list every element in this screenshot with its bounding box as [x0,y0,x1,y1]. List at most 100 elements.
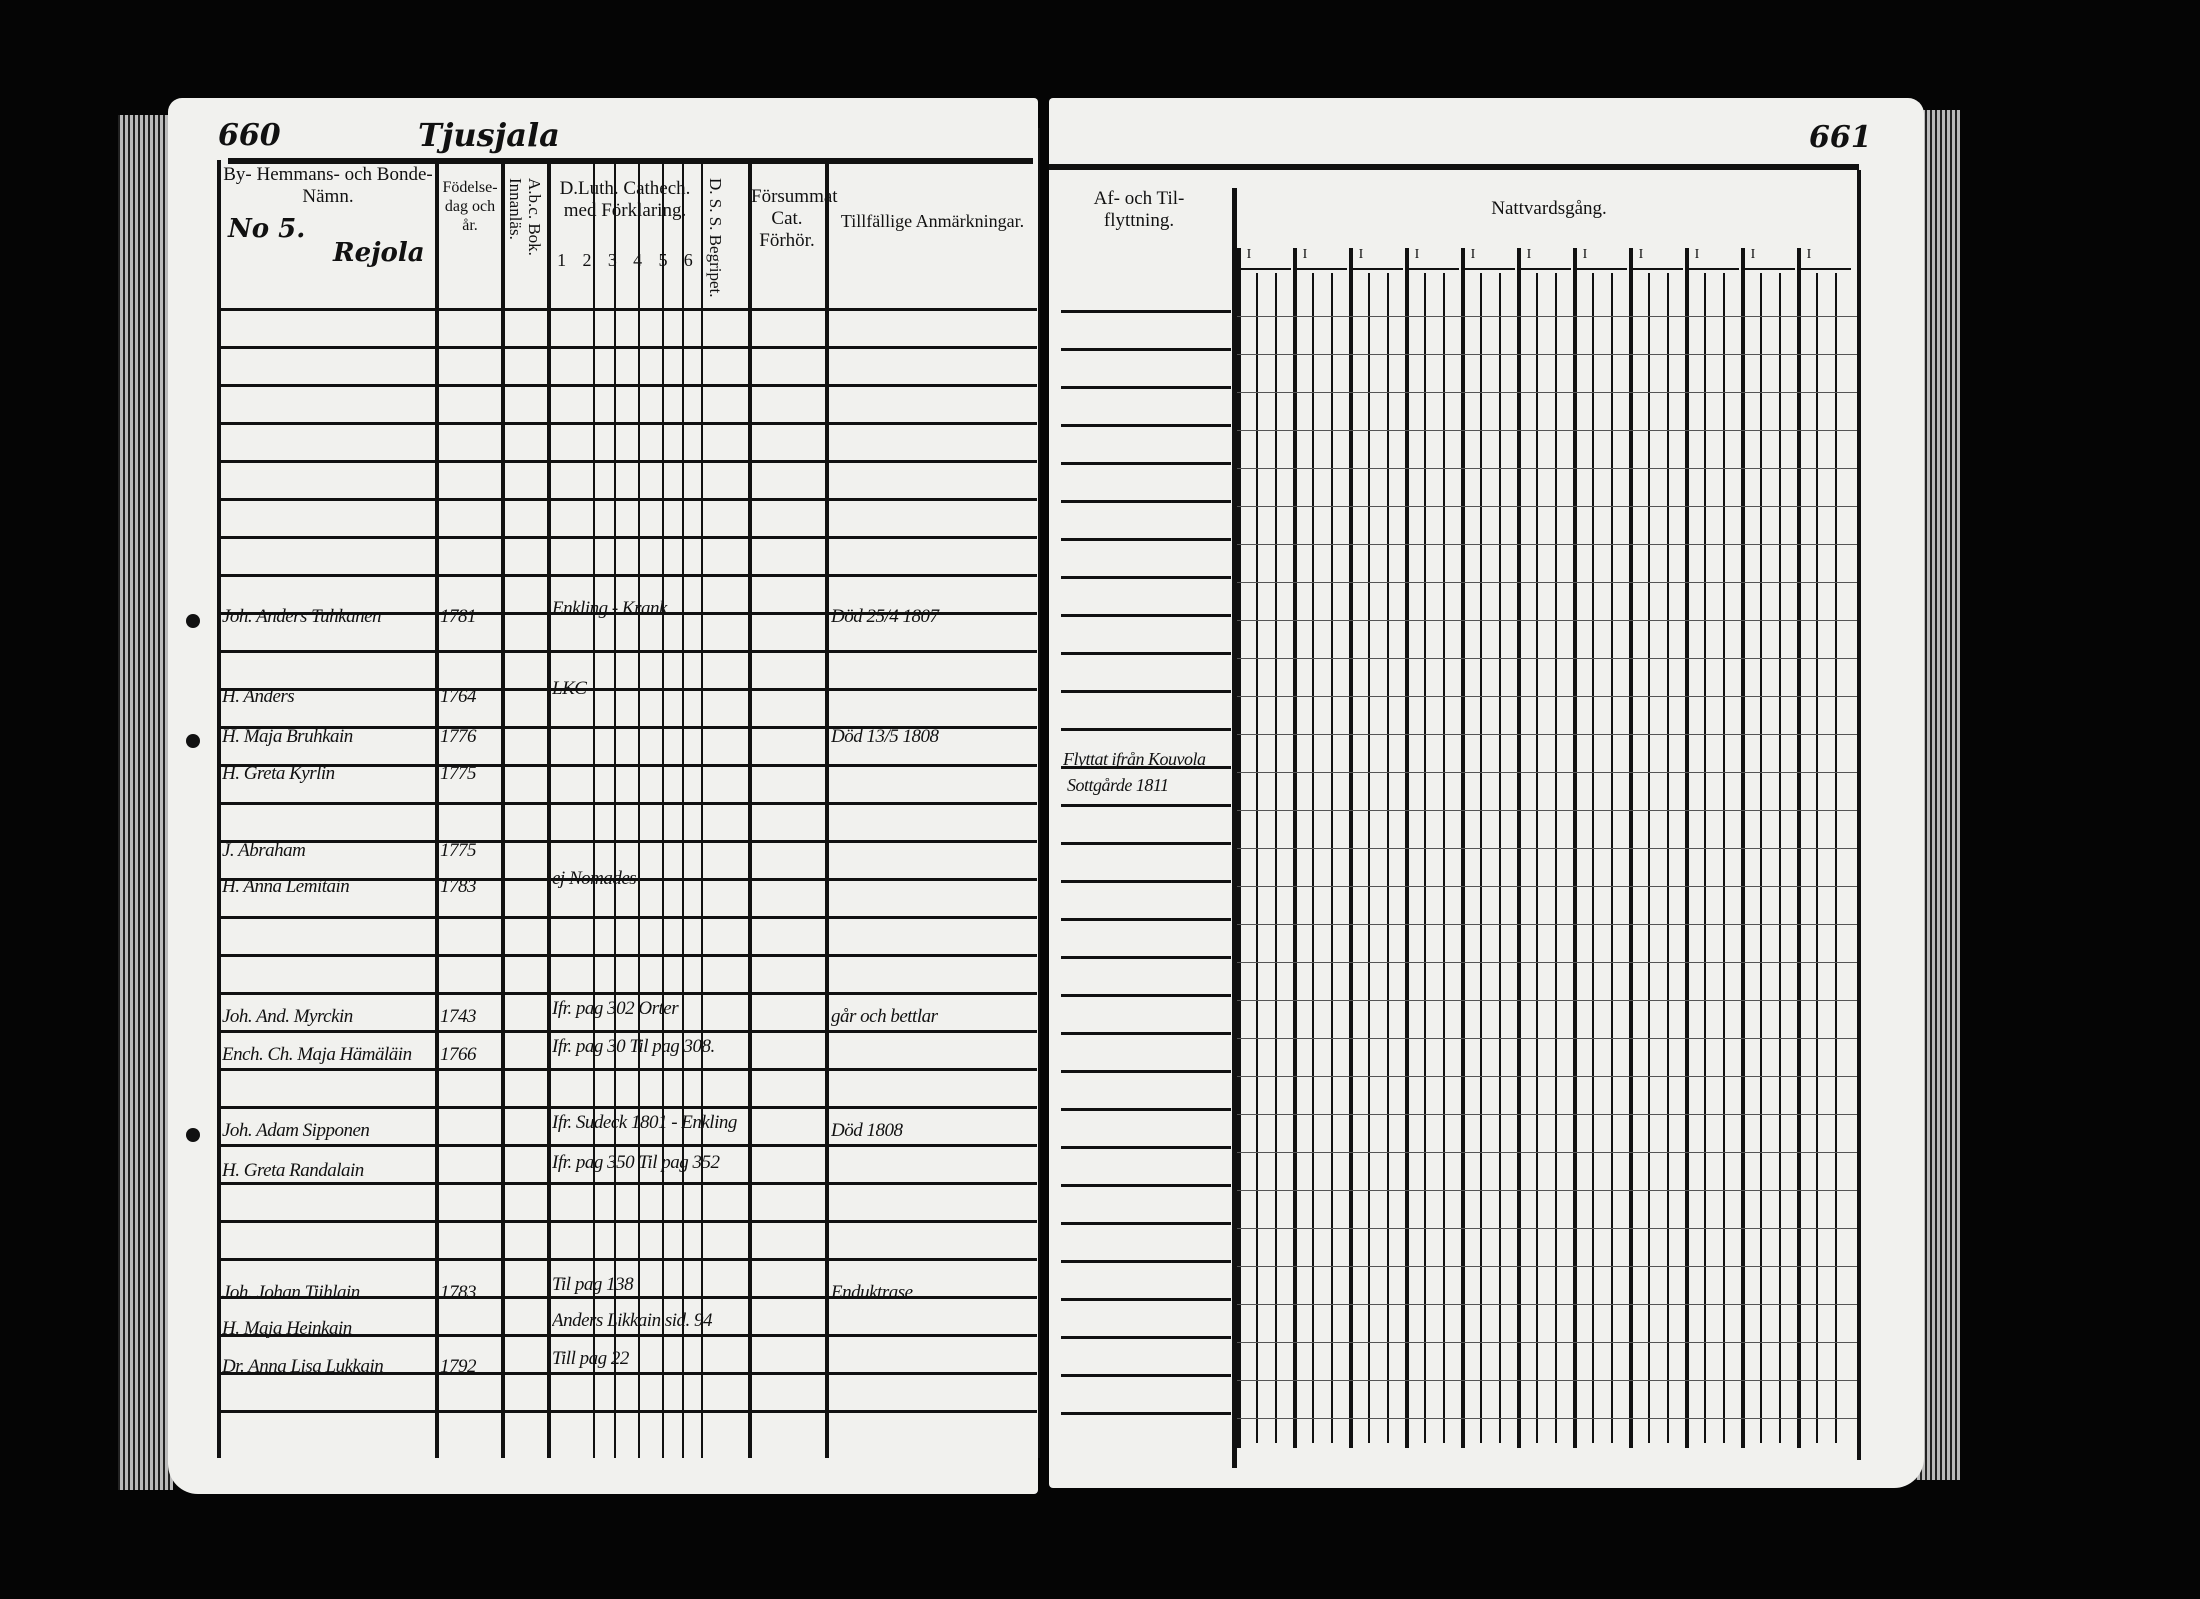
group-header-rule [1409,268,1459,270]
entry-name: Ench. Ch. Maja Hämäläin [222,1044,412,1065]
binding-hole [186,614,200,628]
row-rule [1061,842,1231,845]
parish-name: Tjusjala [418,116,560,154]
row-rule [1237,1076,1857,1077]
row-rule [1237,1038,1857,1039]
header-moving: Af- och Til-flyttning. [1093,188,1185,231]
entry-catechism: Enkling - Krank [552,598,667,619]
entry-name: Joh. And. Myrckin [222,1006,353,1027]
entry-birth-year: 1764 [440,686,477,707]
right-page: 661 Af- och Til-flyttning. Nattvardsgång… [1049,98,1924,1488]
row-rule [217,992,1037,995]
row-rule [217,384,1037,387]
group-header-rule [1465,268,1515,270]
row-rule [1061,386,1231,389]
row-rule [1237,1190,1857,1191]
catechism-col-number: 1 [557,250,567,270]
group-header-rule [1577,268,1627,270]
row-rule [217,1410,1037,1413]
row-rule [217,1372,1037,1375]
entry-birth-year: 1775 [440,840,477,861]
row-rule [217,1296,1037,1299]
sub-rule [1723,273,1725,1443]
sub-rule [1275,273,1277,1443]
entry-remarks: Död 13/5 1808 [831,726,939,747]
entry-catechism: Ifr. Sudeck 1801 - Enkling [552,1112,737,1133]
column-rule [593,160,595,1458]
row-rule [1237,810,1857,811]
group-header-rule [1241,268,1291,270]
group-header-rule [1353,268,1403,270]
row-rule [217,802,1037,805]
row-rule [1237,924,1857,925]
entry-remarks: Död 1808 [831,1120,903,1141]
column-rule [701,160,703,1458]
row-rule [1061,424,1231,427]
header-dss: D. S. S. Begripet. [706,178,725,298]
row-rule [1237,392,1857,393]
catechism-col-number: 2 [582,250,592,270]
entry-name: Joh. Anders Tuhkanen [222,606,382,627]
row-rule [1061,956,1231,959]
entry-name: H. Greta Kyrlin [222,763,335,784]
page-number: 661 [1809,120,1872,155]
row-rule [217,688,1037,691]
row-rule [1061,1070,1231,1073]
row-rule [217,840,1037,843]
row-rule [1061,576,1231,579]
communion-mark: I [1414,247,1420,262]
row-rule [1061,804,1231,807]
communion-mark: I [1694,247,1700,262]
row-rule [1237,848,1857,849]
row-rule [217,916,1037,919]
header-birth: Födelse-dag och år. [442,179,498,234]
farm-number: No 5. [228,214,306,244]
row-rule [217,536,1037,539]
catechism-numbers: 123456 [549,250,701,271]
left-page: 660 Tjusjala By- Hemmans- och Bonde-Nämn… [168,98,1040,1494]
entry-catechism: Ifr. pag 30 Til pag 308. [552,1036,715,1057]
sub-rule [1331,273,1333,1443]
column-rule [217,160,221,1458]
row-rule [1237,430,1857,431]
sub-rule [1387,273,1389,1443]
row-rule [1061,1108,1231,1111]
row-rule [217,878,1037,881]
sub-rule [1480,273,1482,1443]
column-rule [638,160,640,1458]
entry-catechism: Til pag 138 [552,1274,634,1295]
row-rule [1237,658,1857,659]
row-rule [1061,1260,1231,1263]
row-rule [1061,728,1231,731]
entry-birth-year: 1783 [440,876,477,897]
header-remarks: Tillfällige Anmärkningar. [840,211,1025,231]
row-rule [217,1334,1037,1337]
row-rule [1061,766,1231,769]
row-rule [1237,354,1857,355]
binding-hole [186,734,200,748]
entry-name: H. Anna Lemitain [222,876,350,897]
sub-rule [1536,273,1538,1443]
communion-mark: I [1582,247,1588,262]
entry-name: H. Greta Randalain [222,1160,364,1181]
row-rule [1237,1266,1857,1267]
column-rule [547,160,551,1458]
row-rule [217,764,1037,767]
row-rule [1061,1032,1231,1035]
communion-mark: I [1302,247,1308,262]
row-rule [1237,696,1857,697]
sub-rule [1256,273,1258,1443]
row-rule [217,308,1037,311]
row-rule [217,1106,1037,1109]
row-rule [1061,880,1231,883]
column-rule [1232,188,1237,1468]
row-rule [217,498,1037,501]
row-rule [1061,348,1231,351]
row-rule [1237,734,1857,735]
entry-remarks: går och bettlar [831,1006,938,1027]
communion-mark: I [1470,247,1476,262]
entry-name: Dr. Anna Lisa Lukkain [222,1356,384,1377]
sub-rule [1368,273,1370,1443]
row-rule [1061,1374,1231,1377]
row-rule [217,650,1037,653]
